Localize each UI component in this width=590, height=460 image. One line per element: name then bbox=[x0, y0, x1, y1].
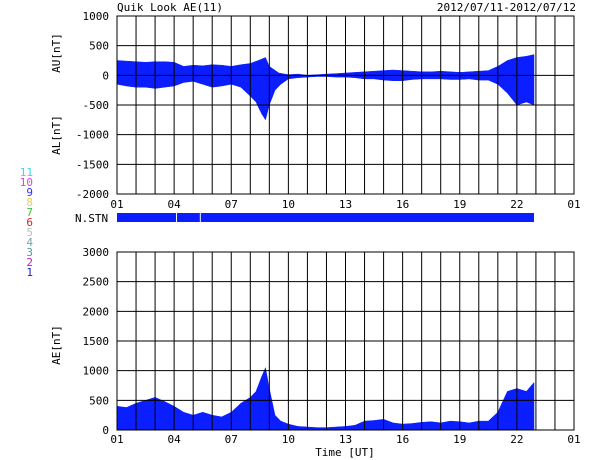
x-tick-label: 16 bbox=[396, 433, 409, 446]
y-tick-label: 1500 bbox=[83, 335, 110, 348]
x-tick-label: 19 bbox=[453, 198, 466, 211]
x-tick-label: 22 bbox=[510, 433, 523, 446]
y-tick-label: 2000 bbox=[83, 305, 110, 318]
au-series bbox=[116, 54, 535, 76]
ae-panel: 3000 2500 2000 1500 1000 500 0 01 04 07 10 13 16 19 2… bbox=[50, 246, 581, 459]
y-tick-label: -500 bbox=[83, 99, 110, 112]
station-count-label: 9 bbox=[26, 186, 33, 199]
y-tick-label: 0 bbox=[102, 424, 109, 437]
plot-frame bbox=[116, 15, 575, 195]
ae-x-ticks: 01 04 07 10 13 16 19 22 01 bbox=[110, 433, 580, 446]
station-bar bbox=[117, 213, 535, 222]
station-count-label: 6 bbox=[26, 216, 33, 229]
station-count-label: 10 bbox=[20, 176, 33, 189]
station-count-label: 5 bbox=[26, 226, 33, 239]
y-tick-label: 0 bbox=[102, 69, 109, 82]
station-segment bbox=[117, 213, 177, 222]
y-tick-label: 500 bbox=[89, 394, 109, 407]
x-tick-label: 10 bbox=[282, 198, 295, 211]
station-count-label: 11 bbox=[20, 166, 33, 179]
x-tick-label: 16 bbox=[396, 198, 409, 211]
y-tick-label: -1000 bbox=[76, 129, 109, 142]
au-al-y-ticks: 1000 500 0 -500 -1000 -1500 -2000 bbox=[76, 10, 109, 201]
ae-y-ticks: 3000 2500 2000 1500 1000 500 0 bbox=[83, 246, 110, 437]
x-tick-label: 01 bbox=[110, 198, 123, 211]
au-al-panel: 1000 500 0 -500 -1000 -1500 -2000 01 04 07 10 13 16… bbox=[50, 10, 581, 211]
x-tick-label: 07 bbox=[225, 433, 238, 446]
au-al-x-ticks: 01 04 07 10 13 16 19 22 01 bbox=[110, 198, 580, 211]
au-al-grid bbox=[116, 15, 575, 195]
station-count-label: 1 bbox=[26, 266, 33, 279]
station-count-label: 3 bbox=[26, 246, 33, 259]
x-tick-label: 07 bbox=[225, 198, 238, 211]
al-axis-label: AL[nT] bbox=[50, 115, 63, 155]
station-segment bbox=[200, 213, 535, 222]
x-tick-label: 01 bbox=[110, 433, 123, 446]
x-tick-label: 13 bbox=[339, 198, 352, 211]
ae-fill bbox=[116, 366, 535, 431]
x-tick-label: 13 bbox=[339, 433, 352, 446]
x-tick-label: 04 bbox=[168, 433, 182, 446]
y-tick-label: 1000 bbox=[83, 365, 110, 378]
x-tick-label: 04 bbox=[168, 198, 182, 211]
plot-frame bbox=[116, 251, 575, 431]
date-range: 2012/07/11-2012/07/12 bbox=[437, 1, 576, 14]
y-tick-label: 1000 bbox=[83, 10, 110, 23]
au-axis-label: AU[nT] bbox=[50, 33, 63, 73]
station-label: N.STN bbox=[75, 212, 108, 225]
x-tick-label: 10 bbox=[282, 433, 295, 446]
station-count-label: 4 bbox=[26, 236, 33, 249]
y-tick-label: 2500 bbox=[83, 276, 110, 289]
ae-axis-label: AE[nT] bbox=[50, 325, 63, 365]
au-al-fill bbox=[116, 54, 535, 121]
ae-grid bbox=[116, 251, 575, 431]
y-tick-label: 500 bbox=[89, 40, 109, 53]
x-axis-label: Time [UT] bbox=[315, 446, 375, 459]
station-count-label: 7 bbox=[26, 206, 33, 219]
station-count-label: 2 bbox=[26, 256, 33, 269]
ae-series bbox=[116, 366, 535, 431]
x-tick-label: 01 bbox=[567, 433, 580, 446]
chart-title: Quik Look AE(11) bbox=[117, 1, 223, 14]
al-series bbox=[116, 75, 535, 121]
x-tick-label: 19 bbox=[453, 433, 466, 446]
station-count-label: 8 bbox=[26, 196, 33, 209]
x-tick-label: 22 bbox=[510, 198, 523, 211]
y-tick-label: -1500 bbox=[76, 158, 109, 171]
y-tick-label: -2000 bbox=[76, 188, 109, 201]
y-tick-label: 3000 bbox=[83, 246, 110, 259]
station-segment bbox=[176, 213, 200, 222]
x-tick-label: 01 bbox=[567, 198, 580, 211]
